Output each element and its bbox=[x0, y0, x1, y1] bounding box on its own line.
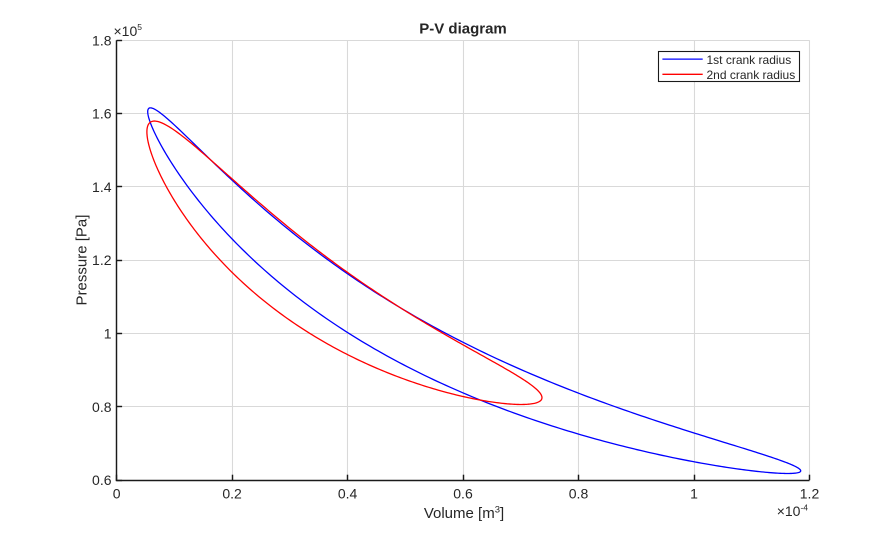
svg-text:×105: ×105 bbox=[114, 22, 143, 39]
svg-text:0.2: 0.2 bbox=[222, 486, 242, 502]
svg-text:1st crank radius: 1st crank radius bbox=[707, 53, 792, 67]
svg-text:0.6: 0.6 bbox=[92, 472, 112, 488]
svg-text:1.2: 1.2 bbox=[92, 252, 112, 268]
svg-text:1.6: 1.6 bbox=[92, 106, 112, 122]
svg-text:1: 1 bbox=[104, 326, 112, 342]
svg-text:P-V diagram: P-V diagram bbox=[419, 21, 507, 38]
svg-text:0.8: 0.8 bbox=[569, 486, 589, 502]
svg-text:×10-4: ×10-4 bbox=[777, 503, 809, 520]
svg-text:1.2: 1.2 bbox=[800, 486, 820, 502]
svg-text:0.6: 0.6 bbox=[453, 486, 473, 502]
svg-text:1: 1 bbox=[690, 486, 698, 502]
svg-text:0.8: 0.8 bbox=[92, 399, 112, 415]
svg-text:0.4: 0.4 bbox=[338, 486, 358, 502]
svg-text:Pressure [Pa]: Pressure [Pa] bbox=[74, 215, 91, 306]
svg-text:2nd crank radius: 2nd crank radius bbox=[707, 68, 796, 82]
svg-text:1.8: 1.8 bbox=[92, 32, 112, 48]
svg-text:Volume [m3]: Volume [m3] bbox=[424, 505, 504, 523]
svg-text:1.4: 1.4 bbox=[92, 179, 112, 195]
svg-text:0: 0 bbox=[113, 486, 121, 502]
